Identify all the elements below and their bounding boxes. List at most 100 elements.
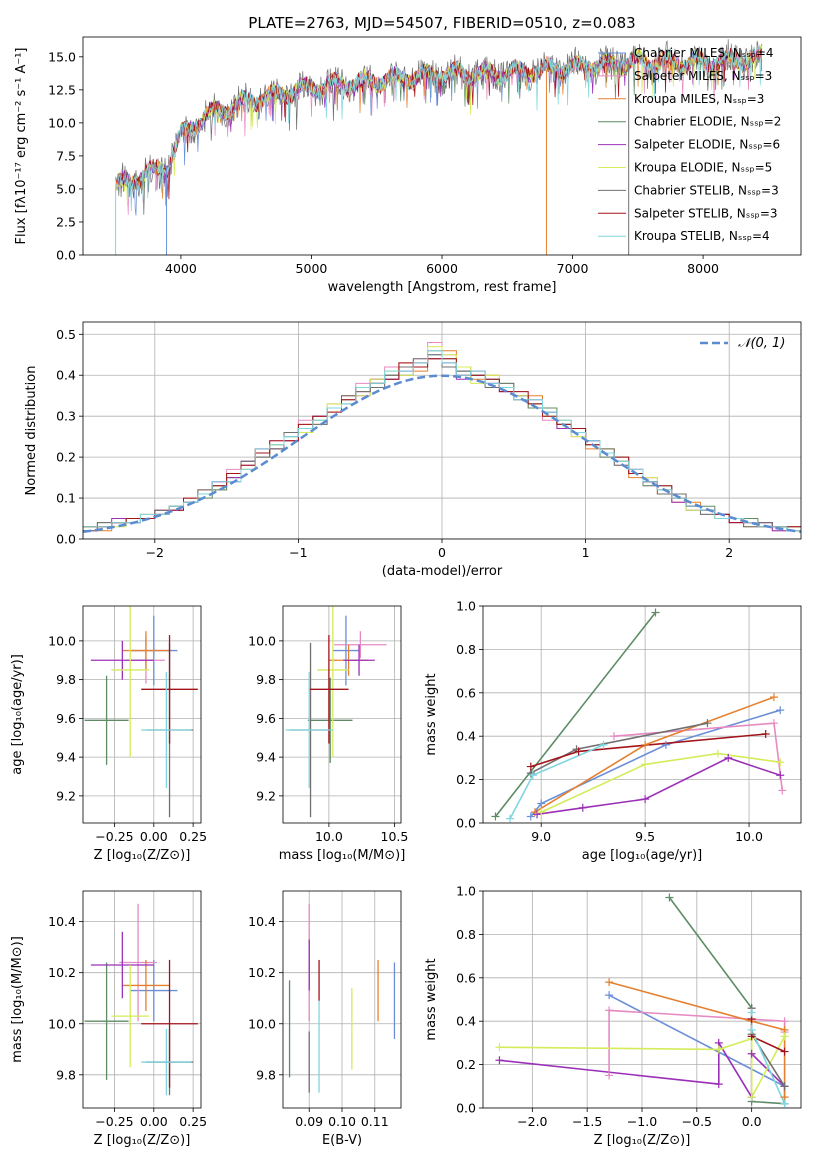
- plus-marker: [528, 771, 537, 780]
- plus-marker: [780, 1099, 789, 1108]
- legend-entry: Salpeter ELODIE, Nₛₛₚ=6: [634, 138, 780, 152]
- x-tick-label: −2.0: [517, 1114, 547, 1129]
- x-axis-label: Z [log₁₀(Z/Z⊙)]: [94, 848, 191, 863]
- x-tick-label: −0.25: [95, 1114, 133, 1129]
- y-tick-label: 2.5: [56, 214, 76, 229]
- y-tick-label: 1.0: [456, 884, 476, 899]
- plus-marker: [714, 1045, 723, 1054]
- y-tick-label: 0.0: [456, 1101, 476, 1116]
- axis-frame: 9.0 9.5 10.0 0.0 0.2 0.4 0.6 0.8 1.0 age [log₁₀(a…: [424, 599, 802, 863]
- axes-frame: [482, 605, 802, 824]
- x-tick-label: 0.0: [742, 1114, 762, 1129]
- axis-frame: 0.09 0.10 0.11 9.8 10.0 10.2 10.4 E(B-V): [248, 890, 402, 1148]
- normal-curve: [83, 374, 801, 534]
- legend-entry: Kroupa STELIB, Nₛₛₚ=4: [634, 229, 770, 243]
- y-tick-label: 10.0: [48, 115, 76, 130]
- x-tick-label: 5000: [296, 261, 328, 276]
- x-tick-label: 10.5: [381, 829, 409, 844]
- y-tick-label: 9.6: [56, 711, 76, 726]
- y-tick-label: 9.8: [256, 672, 276, 687]
- chart-title: PLATE=2763, MJD=54507, FIBERID=0510, z=0…: [248, 14, 635, 32]
- y-tick-label: 9.4: [256, 750, 276, 765]
- y-tick-label: 10.4: [48, 914, 76, 929]
- plot-area: [283, 891, 401, 1108]
- plus-marker: [537, 799, 546, 808]
- x-axis-label: (data-model)/error: [382, 564, 503, 579]
- plus-marker: [665, 893, 674, 902]
- y-tick-label: 0.4: [56, 368, 76, 383]
- plus-marker: [780, 1047, 789, 1056]
- y-axis-label: Normed distribution: [24, 366, 39, 496]
- x-axis-label: Z [log₁₀(Z/Z⊙)]: [94, 1133, 191, 1148]
- plus-marker: [747, 1093, 756, 1102]
- weight-line: [536, 757, 781, 816]
- y-tick-label: 0.2: [456, 1057, 476, 1072]
- y-tick-label: 0.6: [456, 970, 476, 985]
- y-tick-label: 10.2: [248, 965, 276, 980]
- plus-marker: [714, 1080, 723, 1089]
- y-tick-label: 0.0: [456, 816, 476, 831]
- y-tick-label: 12.5: [48, 82, 76, 97]
- x-tick-label: 6000: [426, 261, 458, 276]
- plus-marker: [776, 706, 785, 715]
- plus-marker: [780, 1082, 789, 1091]
- x-tick-label: 0: [438, 545, 446, 560]
- axis-frame: −2.0 −1.5 −1.0 −0.5 0.0 0.0 0.2 0.4 0.6 0.8 1.0 Z […: [424, 884, 802, 1148]
- x-tick-label: −2: [146, 545, 164, 560]
- y-tick-label: 10.0: [48, 633, 76, 648]
- y-tick-label: 0.6: [456, 685, 476, 700]
- plus-marker: [495, 1043, 504, 1052]
- y-axis-label: mass weight: [424, 958, 439, 1040]
- y-tick-label: 9.8: [256, 1067, 276, 1082]
- y-tick-label: 0.8: [456, 927, 476, 942]
- y-tick-label: 0.2: [56, 450, 76, 465]
- y-tick-label: 5.0: [56, 181, 76, 196]
- plus-marker: [641, 795, 650, 804]
- plus-marker: [605, 1071, 614, 1080]
- y-tick-label: 0.3: [56, 409, 76, 424]
- weight-line: [608, 981, 786, 1098]
- y-tick-label: 0.5: [56, 327, 76, 342]
- y-tick-label: 10.4: [248, 914, 276, 929]
- y-tick-label: 10.0: [248, 1016, 276, 1031]
- x-axis-label: mass [log₁₀(M/M⊙)]: [279, 848, 406, 863]
- panel-4: 9.0 9.5 10.0 0.0 0.2 0.4 0.6 0.8 1.0 age [log₁₀(a…: [424, 599, 802, 863]
- plus-marker: [537, 808, 546, 817]
- axis-frame: −2 −1 0 1 2 0.0 0.1 0.2 0.3 0.4 0.5 (data-model)/er…: [24, 321, 802, 579]
- plus-marker: [578, 803, 587, 812]
- legend-entry: 𝒩(0, 1): [738, 336, 785, 351]
- weight-line: [494, 612, 657, 817]
- legend-entry: Salpeter MILES, Nₛₛₚ=3: [634, 69, 772, 83]
- x-tick-label: −1.5: [572, 1114, 602, 1129]
- y-axis-label: age [log₁₀(age/yr)]: [10, 654, 25, 775]
- x-axis-label: age [log₁₀(age/yr)]: [582, 848, 703, 863]
- x-tick-label: 7000: [557, 261, 589, 276]
- y-tick-label: 9.8: [56, 1067, 76, 1082]
- x-tick-label: 0.00: [140, 1114, 168, 1129]
- panel-2: −0.25 0.00 0.25 9.2 9.4 9.6 9.8 10.0 Z [log₁₀(Z/…: [10, 605, 207, 863]
- axis-frame: 10.0 10.5 9.2 9.4 9.6 9.8 10.0 mass [log₁₀(M/M⊙…: [248, 605, 409, 863]
- plus-marker: [713, 749, 722, 758]
- axes-frame: [82, 890, 202, 1109]
- plus-marker: [605, 978, 614, 987]
- plot-area: [483, 891, 801, 1108]
- y-tick-label: 10.0: [248, 633, 276, 648]
- x-tick-label: 1: [582, 545, 590, 560]
- plus-marker: [651, 608, 660, 617]
- plus-marker: [605, 991, 614, 1000]
- plus-marker: [526, 812, 535, 821]
- plus-marker: [609, 732, 618, 741]
- legend-entry: Kroupa ELODIE, Nₛₛₚ=5: [634, 161, 772, 175]
- panel-1: −2 −1 0 1 2 0.0 0.1 0.2 0.3 0.4 0.5 (data-model)/er…: [24, 321, 802, 579]
- legend: Chabrier MILES, Nₛₛₚ=4 Salpeter MILES, Nₛ…: [598, 46, 781, 243]
- plus-marker: [495, 1056, 504, 1065]
- histogram-step: [83, 350, 801, 539]
- y-tick-label: 0.4: [456, 1014, 476, 1029]
- plus-marker: [778, 786, 787, 795]
- x-tick-label: 8000: [687, 261, 719, 276]
- plus-marker: [641, 760, 650, 769]
- y-tick-label: 0.2: [456, 772, 476, 787]
- x-tick-label: 0.10: [328, 1114, 356, 1129]
- plot-area: [115, 39, 763, 255]
- y-tick-label: 9.8: [56, 672, 76, 687]
